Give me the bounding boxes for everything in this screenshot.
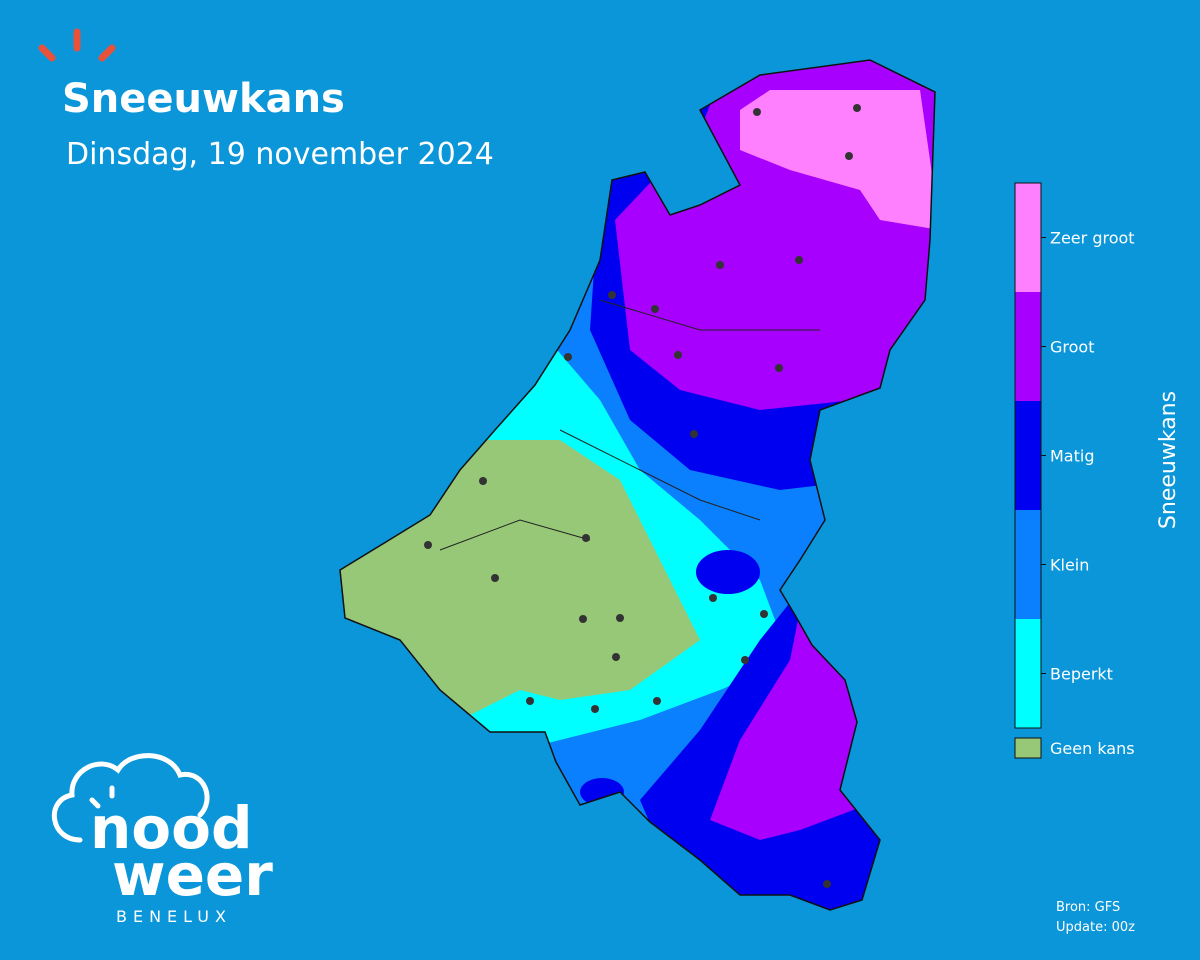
zone-matig-lokaal [696, 550, 760, 594]
logo [52, 753, 210, 843]
legend-label: Geen kans [1050, 739, 1135, 758]
legend-label: Beperkt [1050, 665, 1113, 684]
cities [424, 104, 861, 888]
legend-label: Matig [1050, 447, 1094, 466]
title: Sneeuwkans [62, 76, 345, 122]
legend-swatch [1014, 737, 1042, 759]
source: Bron: GFS [1056, 900, 1120, 915]
sun-icon [38, 28, 116, 62]
legend-label: Zeer groot [1050, 229, 1135, 248]
logo-line1: nood [90, 794, 253, 862]
legend-swatch [1015, 510, 1041, 619]
subtitle: Dinsdag, 19 november 2024 [66, 137, 494, 172]
logo-tagline: BENELUX [116, 907, 232, 926]
legend-label: Groot [1050, 338, 1094, 357]
logo-line2: weer [112, 841, 273, 909]
legend-label: Klein [1050, 556, 1089, 575]
legend-swatch [1015, 401, 1041, 510]
zone-zeer-groot [740, 90, 935, 230]
legend-swatch [1015, 619, 1041, 728]
update: Update: 00z [1056, 920, 1135, 935]
legend-swatch [1015, 183, 1041, 292]
legend-swatch [1015, 292, 1041, 401]
provinces [439, 299, 820, 551]
legend-title: Sneeuwkans [1156, 391, 1181, 529]
legend-frame [1014, 182, 1042, 729]
legend: Zeer groot Groot Matig Klein Beperkt Geen kan… [1014, 182, 1135, 759]
